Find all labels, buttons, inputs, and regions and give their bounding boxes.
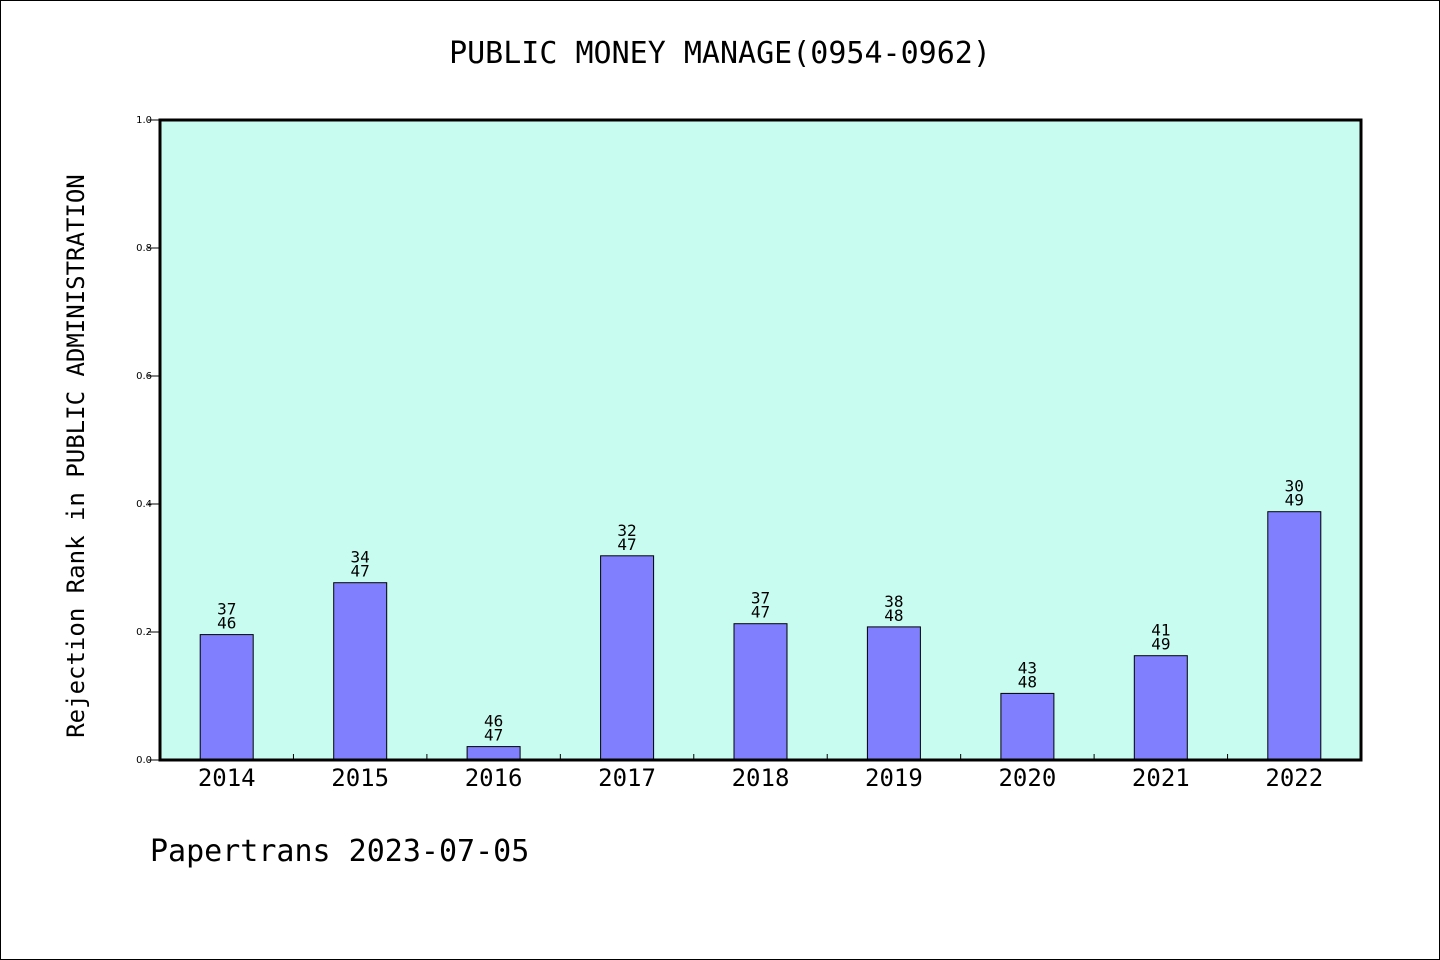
x-tick-label: 2016: [465, 764, 523, 792]
bar-2014: [199, 634, 254, 761]
chart-title: PUBLIC MONEY MANAGE(0954-0962): [449, 36, 991, 71]
x-tick-label: 2020: [998, 764, 1056, 792]
bar-2016: [466, 746, 521, 761]
bar-2021: [1133, 655, 1188, 761]
bar-rank-label: 38: [884, 592, 903, 611]
bar-rank-label: 46: [484, 712, 503, 731]
x-tick-label: 2019: [865, 764, 923, 792]
x-tick-label: 2021: [1132, 764, 1190, 792]
y-tick-label: 0.4: [136, 499, 152, 510]
bar-rank-label: 32: [617, 521, 636, 540]
bar-rank-label: 37: [217, 600, 236, 619]
bar-rank-label: 43: [1018, 658, 1037, 677]
bar-total-label: 47: [751, 603, 770, 622]
bar-total-label: 47: [617, 535, 636, 554]
y-tick-label: 0.6: [136, 371, 152, 382]
y-tick-label: 1.0: [136, 115, 152, 126]
bar-2020: [1000, 692, 1055, 761]
y-tick-label: 0.0: [136, 755, 152, 766]
x-tick-label: 2022: [1265, 764, 1323, 792]
bar-rank-label: 34: [351, 548, 370, 567]
bar-rank-label: 41: [1151, 621, 1170, 640]
y-tick-label: 0.2: [136, 627, 152, 638]
bar-total-label: 49: [1151, 635, 1170, 654]
bar-total-label: 46: [217, 614, 236, 633]
bar-total-label: 49: [1285, 491, 1304, 510]
x-tick-label: 2015: [331, 764, 389, 792]
bar-total-label: 47: [351, 562, 370, 581]
bar-rank-label: 37: [751, 589, 770, 608]
bar-total-label: 48: [884, 606, 903, 625]
bar-total-label: 47: [484, 726, 503, 745]
y-tick-label: 0.8: [136, 243, 152, 254]
plot-border: [158, 118, 1363, 762]
bar-2015: [333, 582, 388, 761]
bar-2018: [733, 623, 788, 761]
bar-rank-label: 30: [1285, 477, 1304, 496]
bar-2019: [866, 626, 921, 761]
x-tick-label: 2017: [598, 764, 656, 792]
bar-2017: [600, 555, 655, 761]
x-tick-label: 2018: [732, 764, 790, 792]
bar-total-label: 48: [1018, 672, 1037, 691]
x-tick-label: 2014: [198, 764, 256, 792]
footer-text: Papertrans 2023-07-05: [150, 834, 530, 869]
bar-2022: [1267, 511, 1322, 761]
